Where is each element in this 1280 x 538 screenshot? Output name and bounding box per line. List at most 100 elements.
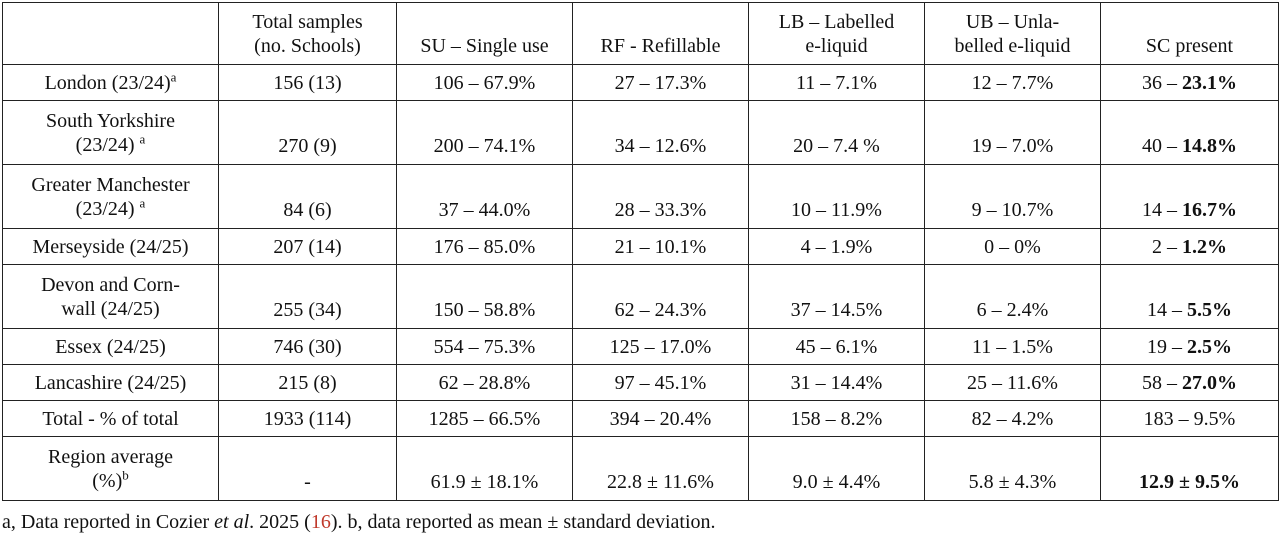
table-row: South Yorkshire (23/24) a 270 (9) 200 – 74.…: [2, 100, 1279, 165]
region-name: Lancashire (24/25): [34, 371, 187, 394]
table-cell: 156 (13): [218, 64, 397, 101]
column-header-text: UB – Unla-: [965, 11, 1060, 33]
column-header-text: Total samples: [252, 11, 363, 33]
column-header-text: e-liquid: [805, 35, 868, 57]
region-cell: London (23/24)a: [2, 64, 219, 101]
footnote-reference-link[interactable]: 16: [310, 511, 331, 533]
sc-percent: 23.1%: [1182, 71, 1237, 94]
table-cell: 21 – 10.1%: [572, 228, 749, 265]
total-row: Total - % of total 1933 (114) 1285 – 66.5%…: [2, 400, 1279, 437]
region-cell: Devon and Corn-wall (24/25): [2, 264, 219, 329]
table-cell: 158 – 8.2%: [748, 400, 925, 437]
sc-count: 2 –: [1152, 235, 1182, 258]
footnote-marker: a: [139, 194, 146, 210]
sc-count: 14 –: [1147, 299, 1187, 321]
table-row: Greater Manchester (23/24) a 84 (6) 37 – 44…: [2, 164, 1279, 229]
table-cell: 0 – 0%: [924, 228, 1101, 265]
table-cell: 9.0 ± 4.4%: [748, 436, 925, 501]
table-cell: 84 (6): [218, 164, 397, 229]
table-cell: 25 – 11.6%: [924, 364, 1101, 401]
table-cell: 4 – 1.9%: [748, 228, 925, 265]
table-cell: 31 – 14.4%: [748, 364, 925, 401]
column-header-text: LB – Labelled: [778, 11, 895, 33]
table-cell: 45 – 6.1%: [748, 328, 925, 365]
region-name: Devon and Corn-: [41, 273, 180, 296]
region-name: wall (24/25): [61, 297, 160, 320]
sc-count: 14 –: [1142, 199, 1182, 221]
table-cell: 6 – 2.4%: [924, 264, 1101, 329]
table-cell: 746 (30): [218, 328, 397, 365]
footnote-marker: a: [170, 68, 177, 84]
column-header: RF - Refillable: [572, 2, 749, 65]
region-name: London (23/24): [44, 71, 171, 94]
region-average-label-line1: Region average: [48, 445, 173, 468]
column-header-text: SU – Single use: [420, 35, 549, 57]
footnote-part1: a, Data reported in Cozier: [2, 511, 215, 533]
sc-present-cell: 2 – 1.2%: [1100, 228, 1279, 265]
table-cell: 183 – 9.5%: [1100, 400, 1279, 437]
header-row: Total samples (no. Schools) SU – Single us…: [2, 2, 1279, 65]
table-cell: 37 – 44.0%: [396, 164, 573, 229]
sc-count: 40 –: [1142, 135, 1182, 157]
column-header-text: RF - Refillable: [600, 35, 721, 57]
sc-present-cell: 14 – 16.7%: [1100, 164, 1279, 229]
table-cell: 207 (14): [218, 228, 397, 265]
region-name: (23/24): [75, 197, 140, 220]
region-name: South Yorkshire: [46, 109, 175, 132]
sc-present-cell: 36 – 23.1%: [1100, 64, 1279, 101]
sc-count: 58 –: [1142, 371, 1182, 394]
column-header: SC present: [1100, 2, 1279, 65]
footnote-marker: b: [122, 466, 129, 482]
table-cell: 270 (9): [218, 100, 397, 165]
sc-percent: 27.0%: [1182, 371, 1237, 394]
region-cell: Essex (24/25): [2, 328, 219, 365]
table-cell: 1933 (114): [218, 400, 397, 437]
table-cell: 37 – 14.5%: [748, 264, 925, 329]
region-name: Greater Manchester: [31, 173, 190, 196]
table-cell: 34 – 12.6%: [572, 100, 749, 165]
table-cell: 62 – 28.8%: [396, 364, 573, 401]
sc-percent: 14.8%: [1182, 135, 1237, 157]
region-cell: Greater Manchester (23/24) a: [2, 164, 219, 229]
table-row: Lancashire (24/25) 215 (8) 62 – 28.8% 97 – …: [2, 364, 1279, 401]
sc-present-cell: 14 – 5.5%: [1100, 264, 1279, 329]
region-name: Essex (24/25): [55, 335, 166, 358]
table-cell: 10 – 11.9%: [748, 164, 925, 229]
column-header: [2, 2, 219, 65]
table-cell: 22.8 ± 11.6%: [572, 436, 749, 501]
table-cell: 19 – 7.0%: [924, 100, 1101, 165]
column-header-text: (no. Schools): [254, 35, 361, 57]
sc-percent: 2.5%: [1187, 335, 1232, 358]
table-cell: 12 – 7.7%: [924, 64, 1101, 101]
table-cell: 27 – 17.3%: [572, 64, 749, 101]
footnote-part3: ). b, data reported as mean ± standard d…: [330, 511, 716, 533]
table-cell: 97 – 45.1%: [572, 364, 749, 401]
region-cell: Lancashire (24/25): [2, 364, 219, 401]
table-cell: 5.8 ± 4.3%: [924, 436, 1101, 501]
region-average-label: Region average (%)b: [2, 436, 219, 501]
sc-percent: 1.2%: [1182, 235, 1227, 258]
data-table: Total samples (no. Schools) SU – Single us…: [2, 2, 1279, 501]
footnote-marker: a: [139, 130, 146, 146]
column-header-text: SC present: [1145, 35, 1234, 57]
table-cell: 28 – 33.3%: [572, 164, 749, 229]
column-header: Total samples (no. Schools): [218, 2, 397, 65]
region-cell: South Yorkshire (23/24) a: [2, 100, 219, 165]
table-cell: -: [218, 436, 397, 501]
table-row: Essex (24/25) 746 (30) 554 – 75.3% 125 – 17…: [2, 328, 1279, 365]
table-cell: 11 – 1.5%: [924, 328, 1101, 365]
table-cell: 20 – 7.4 %: [748, 100, 925, 165]
sc-present-cell: 19 – 2.5%: [1100, 328, 1279, 365]
table-footnote: a, Data reported in Cozier et al. 2025 (…: [2, 510, 716, 534]
region-name: Merseyside (24/25): [32, 235, 189, 258]
table-cell: 61.9 ± 18.1%: [396, 436, 573, 501]
table-cell: 1285 – 66.5%: [396, 400, 573, 437]
footnote-et-al: et al: [214, 511, 250, 533]
table-cell: 125 – 17.0%: [572, 328, 749, 365]
table-cell: 82 – 4.2%: [924, 400, 1101, 437]
table-cell: 9 – 10.7%: [924, 164, 1101, 229]
sc-percent: 5.5%: [1187, 299, 1232, 321]
table-row: Merseyside (24/25) 207 (14) 176 – 85.0% 21 …: [2, 228, 1279, 265]
sc-average-cell: 12.9 ± 9.5%: [1100, 436, 1279, 501]
region-average-label-line2: (%): [92, 469, 123, 492]
